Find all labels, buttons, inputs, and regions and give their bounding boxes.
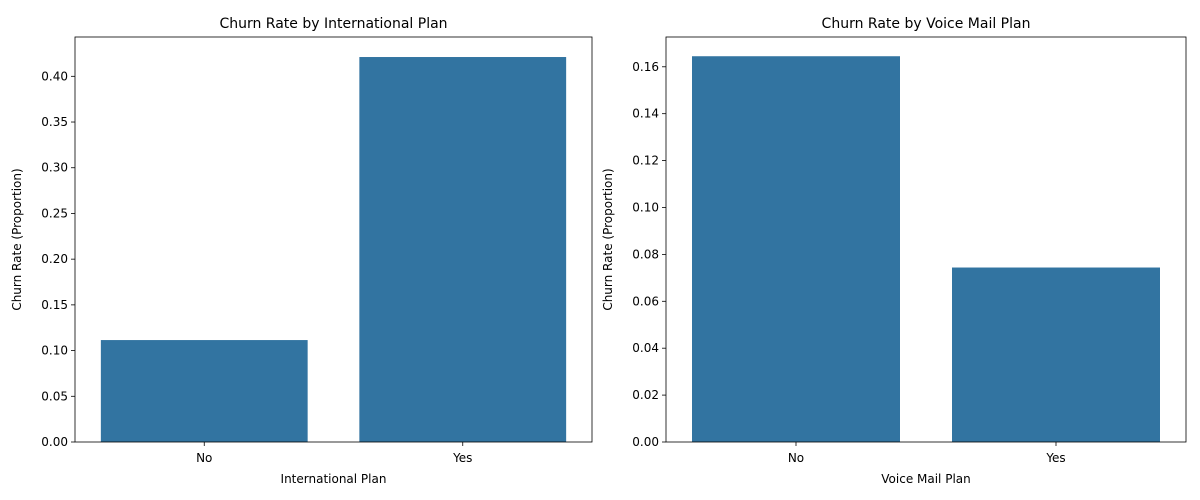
- x-tick-label: No: [196, 451, 212, 465]
- y-tick-label: 0.15: [41, 298, 68, 312]
- y-tick-label: 0.02: [632, 388, 659, 402]
- y-tick-label: 0.35: [41, 115, 68, 129]
- y-tick-label: 0.40: [41, 69, 68, 83]
- bar-yes: [952, 267, 1160, 442]
- y-tick-label: 0.00: [632, 435, 659, 449]
- y-tick-label: 0.06: [632, 294, 659, 308]
- y-tick-label: 0.10: [41, 344, 68, 358]
- bar-no: [100, 340, 308, 442]
- chart-voice-mail-plan: Churn Rate by Voice Mail Plan Voice Mail…: [601, 16, 1187, 486]
- axes-frame: [74, 36, 593, 443]
- bar-no: [692, 56, 900, 442]
- bar-yes: [359, 57, 567, 443]
- x-tick-label: No: [788, 451, 804, 465]
- y-tick-label: 0.08: [632, 247, 659, 261]
- x-axis-label: International Plan: [281, 472, 387, 486]
- y-tick-label: 0.04: [632, 341, 659, 355]
- x-tick-label: Yes: [452, 451, 472, 465]
- chart-title: Churn Rate by Voice Mail Plan: [822, 16, 1031, 32]
- chart-title: Churn Rate by International Plan: [219, 16, 447, 32]
- y-tick-label: 0.12: [632, 154, 659, 168]
- y-tick-label: 0.05: [41, 389, 68, 403]
- y-tick-label: 0.25: [41, 206, 68, 220]
- axes-frame: [665, 36, 1187, 443]
- x-tick-label: Yes: [1045, 451, 1065, 465]
- y-axis-label: Churn Rate (Proportion): [601, 168, 615, 310]
- y-tick-label: 0.10: [632, 200, 659, 214]
- y-tick-label: 0.14: [632, 107, 659, 121]
- y-tick-label: 0.20: [41, 252, 68, 266]
- y-tick-label: 0.16: [632, 60, 659, 74]
- x-axis-label: Voice Mail Plan: [881, 472, 970, 486]
- y-axis-label: Churn Rate (Proportion): [10, 168, 24, 310]
- y-tick-label: 0.00: [41, 435, 68, 449]
- y-tick-label: 0.30: [41, 161, 68, 175]
- chart-international-plan: Churn Rate by International Plan Interna…: [10, 16, 593, 486]
